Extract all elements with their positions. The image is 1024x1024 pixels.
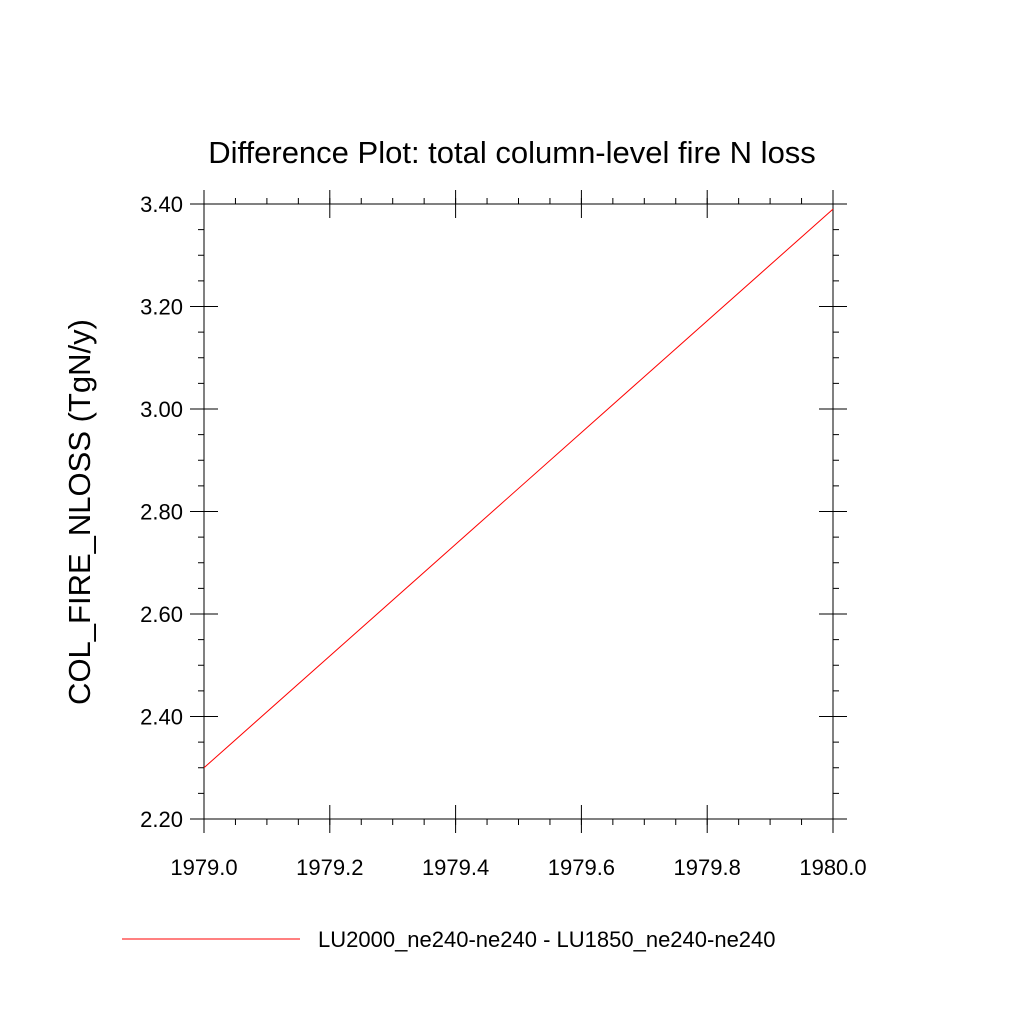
y-tick-label: 3.20: [140, 295, 183, 320]
y-tick-label: 2.60: [140, 602, 183, 627]
y-tick-label: 3.40: [140, 192, 183, 217]
x-tick-label: 1979.6: [548, 855, 615, 880]
y-tick-label: 3.00: [140, 397, 183, 422]
plot-area-border: [203, 203, 834, 820]
x-tick-label: 1979.4: [422, 855, 489, 880]
chart-title: Difference Plot: total column-level fire…: [208, 135, 816, 170]
x-tick-label: 1979.0: [170, 855, 237, 880]
y-axis-title: COL_FIRE_NLOSS (TgN/y): [62, 319, 97, 705]
y-tick-label: 2.80: [140, 500, 183, 525]
x-tick-label: 1979.8: [674, 855, 741, 880]
x-tick-label: 1979.2: [296, 855, 363, 880]
series-line: [203, 208, 834, 769]
y-tick-label: 2.40: [140, 705, 183, 730]
y-tick-label: 2.20: [140, 807, 183, 832]
legend-label: LU2000_ne240-ne240 - LU1850_ne240-ne240: [318, 927, 776, 952]
x-tick-label: 1980.0: [799, 855, 866, 880]
